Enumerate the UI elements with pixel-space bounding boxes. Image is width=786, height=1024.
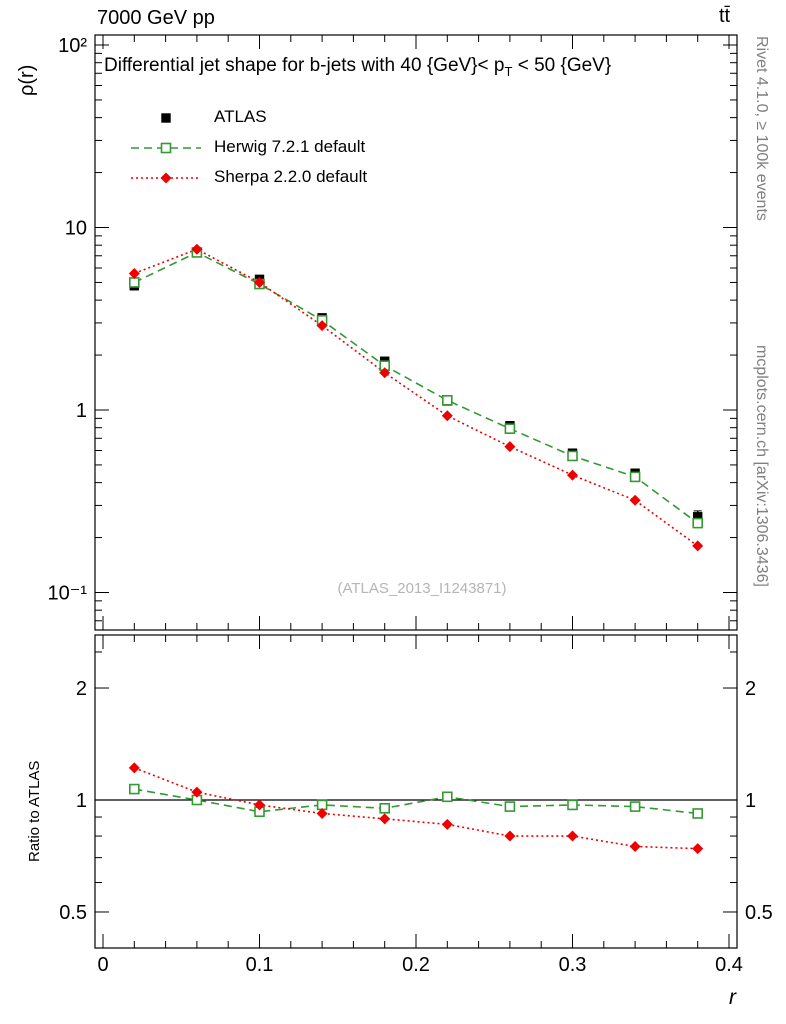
- herwig-ratio-marker: [129, 783, 140, 795]
- legend-label-atlas: ATLAS: [214, 107, 267, 126]
- x-tick-label: 0.3: [559, 954, 587, 976]
- x-tick-label: 0.2: [402, 954, 430, 976]
- plot-title: Differential jet shape for b-jets with 4…: [104, 55, 611, 79]
- y-tick-label: 10²: [58, 35, 87, 57]
- plot-title-sub: T: [504, 63, 513, 79]
- sherpa-marker: [191, 243, 203, 255]
- sherpa-marker: [692, 540, 704, 552]
- collision-energy-label: 7000 GeV pp: [97, 7, 215, 29]
- sherpa-line: [134, 248, 699, 547]
- sherpa-ratio-marker: [629, 840, 641, 852]
- legend-label-sherpa: Sherpa 2.2.0 default: [214, 167, 368, 186]
- sherpa-marker: [379, 367, 391, 379]
- sherpa-marker: [254, 276, 265, 288]
- sherpa-marker: [441, 410, 453, 422]
- process-label: tt̄: [719, 5, 731, 27]
- y-axis-label: ρ(r): [16, 64, 38, 96]
- x-tick-label: 0.4: [715, 954, 743, 976]
- herwig-marker: [567, 450, 578, 462]
- atlas-marker: [693, 512, 703, 522]
- main-frame: [94, 34, 738, 631]
- herwig-marker: [129, 277, 140, 288]
- sherpa-ratio-marker: [379, 813, 391, 825]
- y-tick-label: 10: [65, 218, 87, 240]
- x-tick-label: 0.1: [246, 954, 274, 976]
- herwig-ratio-marker: [692, 808, 704, 819]
- herwig-ratio-marker: [629, 801, 641, 812]
- sherpa-ratio-marker: [128, 762, 140, 774]
- mcplots-caption: mcplots.cern.ch [arXiv:1306.3436]: [753, 345, 770, 587]
- sherpa-marker: [316, 320, 328, 332]
- legend-herwig-marker: [160, 142, 172, 154]
- ratio-y-axis-label: Ratio to ATLAS: [26, 760, 43, 862]
- herwig-marker: [504, 423, 516, 434]
- ratio-frame: [94, 634, 738, 949]
- sherpa-ratio-marker: [191, 786, 203, 798]
- x-tick-label: 0: [97, 954, 108, 976]
- plot-title-pre: Differential jet shape for b-jets with 4…: [104, 55, 505, 76]
- sherpa-ratio-marker: [441, 818, 453, 830]
- ratio-tick-label-right: 1: [745, 790, 756, 812]
- ratio-tick-label-left: 0.5: [59, 902, 87, 924]
- y-tick-label: 1: [76, 400, 87, 422]
- sherpa-marker: [128, 267, 140, 279]
- herwig-ratio-line: [134, 788, 698, 815]
- sherpa-marker: [567, 469, 578, 481]
- sherpa-ratio-marker: [567, 830, 578, 842]
- herwig-marker: [692, 517, 704, 529]
- legend-sherpa-marker: [160, 172, 172, 184]
- watermark-label: (ATLAS_2013_I1243871): [337, 580, 507, 597]
- plot-title-post: < 50 {GeV}: [512, 55, 612, 76]
- sherpa-ratio-line: [134, 767, 698, 850]
- herwig-line: [133, 251, 699, 524]
- y-tick-label: 10⁻¹: [48, 583, 88, 605]
- sherpa-marker: [629, 494, 641, 506]
- legend-label-herwig: Herwig 7.2.1 default: [214, 137, 366, 156]
- sherpa-ratio-marker: [254, 799, 265, 811]
- sherpa-ratio-marker: [504, 830, 516, 842]
- herwig-ratio-marker: [379, 802, 391, 814]
- herwig-marker: [629, 471, 641, 483]
- herwig-ratio-marker: [567, 799, 578, 811]
- ratio-tick-label-left: 1: [76, 790, 87, 812]
- ratio-tick-label-right: 2: [745, 678, 756, 700]
- x-axis-label: r: [729, 986, 736, 1009]
- herwig-ratio-marker: [441, 791, 453, 803]
- ratio-tick-label-right: 0.5: [745, 902, 773, 924]
- legend-atlas-marker: [161, 113, 171, 123]
- sherpa-marker: [504, 441, 516, 453]
- herwig-ratio-marker: [504, 801, 516, 812]
- sherpa-ratio-marker: [316, 807, 328, 819]
- sherpa-ratio-marker: [692, 843, 704, 855]
- herwig-marker: [441, 395, 453, 406]
- ratio-tick-label-left: 2: [76, 678, 87, 700]
- rivet-version-caption: Rivet 4.1.0, ≥ 100k events: [753, 36, 770, 221]
